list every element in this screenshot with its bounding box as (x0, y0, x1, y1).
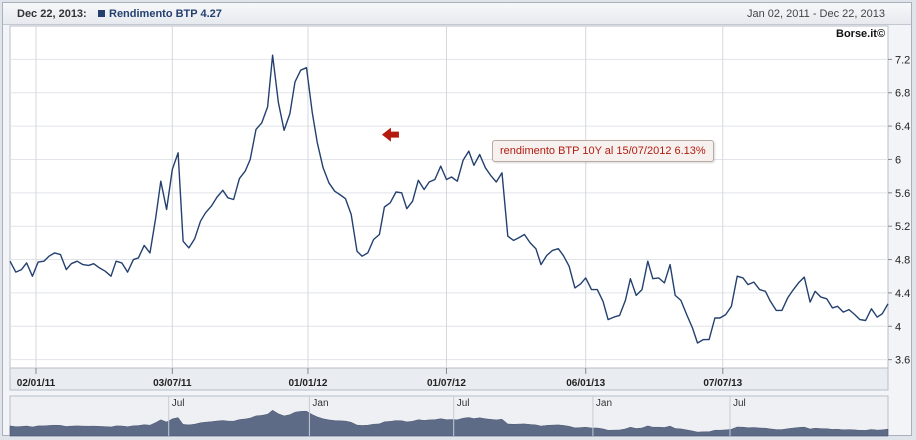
x-tick-label: 02/01/11 (17, 378, 56, 389)
series-swatch-icon (98, 10, 105, 17)
y-tick-label: 4.4 (895, 288, 910, 300)
header-series-name: Rendimento BTP (109, 8, 198, 20)
navigator-series-area (9, 409, 889, 437)
header-series: Rendimento BTP 4.27 (109, 8, 222, 20)
header-date-range: Jan 02, 2011 - Dec 22, 2013 (746, 8, 885, 20)
navigator-label: Jul (733, 398, 746, 409)
series-line-rendimento-btp (9, 54, 889, 344)
y-tick-label: 7.2 (895, 54, 910, 66)
y-tick-label: 5.6 (895, 188, 910, 200)
y-tick-label: 6.4 (895, 121, 910, 133)
x-tick-label: 01/01/12 (288, 378, 327, 389)
chart-annotation: rendimento BTP 10Y al 15/07/2012 6.13% (492, 140, 714, 162)
brand-watermark: Borse.it© (836, 28, 886, 40)
x-axis-band (9, 367, 889, 391)
chart-header: Dec 22, 2013: Rendimento BTP 4.27 Jan 02… (3, 3, 911, 25)
header-date: Dec 22, 2013: (17, 8, 87, 20)
y-tick-label: 6 (895, 154, 901, 166)
x-tick-label: 01/07/12 (427, 378, 466, 389)
y-tick-label: 6.8 (895, 88, 910, 100)
y-tick-label: 4 (895, 321, 901, 333)
navigator-label: Jul (172, 398, 185, 409)
navigator-label: Jul (457, 398, 470, 409)
x-tick-label: 03/07/11 (153, 378, 192, 389)
annotation-arrow-icon (381, 127, 399, 142)
header-series-value: 4.27 (200, 8, 222, 20)
y-tick-label: 4.8 (895, 255, 910, 267)
x-tick-label: 07/07/13 (703, 378, 742, 389)
navigator-label: Jan (312, 398, 328, 409)
y-tick-label: 3.6 (895, 355, 910, 367)
plot-area (9, 25, 889, 369)
x-tick-label: 06/01/13 (566, 378, 605, 389)
navigator-label: Jan (596, 398, 612, 409)
y-tick-label: 5.2 (895, 221, 910, 233)
